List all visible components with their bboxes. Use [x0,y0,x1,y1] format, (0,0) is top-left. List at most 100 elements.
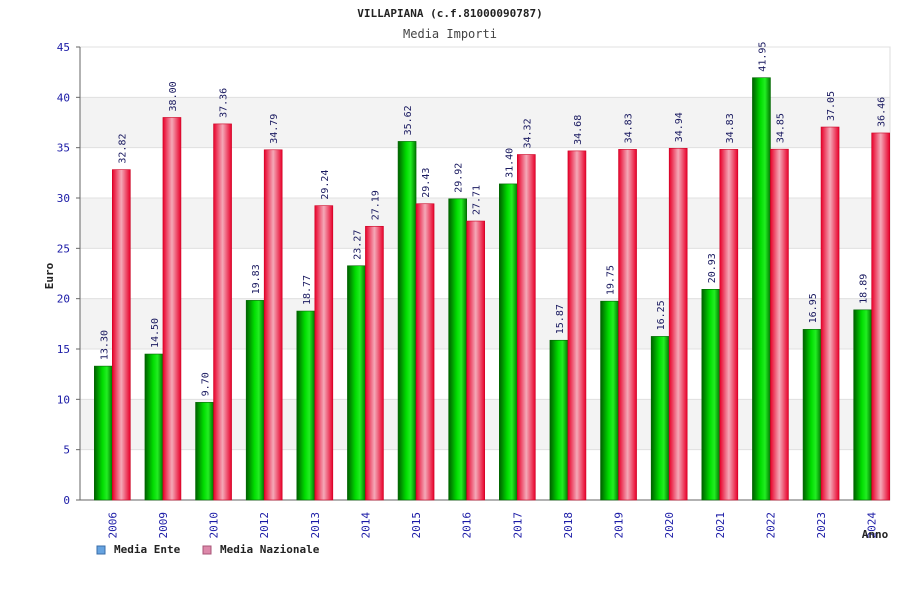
data-label: 27.19 [370,190,381,220]
legend-swatch-ente [96,545,106,555]
data-label: 29.43 [421,168,432,198]
y-tick-label: 15 [57,343,70,356]
x-tick-label: 2013 [309,512,322,539]
chart-subtitle: Media Importi [403,27,497,41]
data-label: 31.40 [504,148,515,178]
bar-media-ente [245,300,265,501]
bar-media-ente [94,365,113,501]
x-tick-label: 2024 [866,512,879,539]
bar-media-ente [802,329,822,501]
bar-media-nazionale [415,203,435,501]
y-tick-label: 20 [57,293,70,306]
bar-media-ente [853,309,872,501]
data-label: 34.83 [624,113,635,143]
y-axis-label: Euro [43,262,56,289]
y-tick-label: 5 [63,444,70,457]
x-tick-label: 2016 [461,512,474,539]
bar-media-ente [144,353,164,501]
bar-media-ente [650,336,670,501]
data-label: 16.25 [656,300,667,330]
bar-media-nazionale [466,220,485,501]
x-tick-label: 2017 [511,512,524,539]
x-tick-label: 2010 [208,512,221,539]
data-label: 34.85 [775,113,786,143]
x-tick-label: 2006 [106,512,119,539]
bar-media-nazionale [365,225,384,501]
data-label: 41.95 [757,42,768,72]
data-label: 34.68 [573,115,584,145]
bar-media-ente [296,310,316,501]
bar-media-nazionale [871,132,890,501]
data-label: 29.24 [320,170,331,200]
plot-area: 0 5 10 15 20 25 30 35 40 45 13.30 32.82 2006 14.50 38.… [57,41,891,539]
legend-swatch-nazionale [202,545,212,555]
y-tick-label: 35 [57,142,70,155]
data-label: 14.50 [150,318,161,348]
y-tick-label: 25 [57,242,70,255]
bar-media-nazionale [770,148,789,501]
data-label: 18.89 [859,274,870,304]
y-tick-label: 0 [63,494,70,507]
chart-title: VILLAPIANA (c.f.81000090787) [357,7,542,20]
x-tick-label: 2015 [410,512,423,539]
data-label: 34.79 [269,114,280,144]
x-tick-label: 2020 [663,512,676,539]
data-label: 19.75 [606,265,617,295]
data-label: 34.32 [522,118,533,148]
data-label: 37.36 [219,88,230,118]
x-tick-label: 2014 [359,512,372,539]
data-label: 16.95 [808,293,819,323]
x-tick-label: 2023 [815,512,828,539]
bar-media-ente [549,339,569,501]
bar-media-nazionale [213,123,232,501]
data-label: 9.70 [201,372,212,396]
x-tick-label: 2022 [764,512,777,539]
x-tick-label: 2012 [258,512,271,539]
bar-media-ente [752,77,771,501]
bar-media-ente [600,300,619,501]
x-tick-label: 2021 [714,512,727,539]
bar-media-nazionale [820,126,840,501]
legend: Media Ente Media Nazionale [96,543,320,556]
bar-media-nazionale [668,147,688,501]
y-tick-label: 45 [57,41,70,54]
data-label: 34.83 [725,113,736,143]
data-label: 19.83 [251,264,262,294]
data-label: 37.05 [826,91,837,121]
data-label: 18.77 [302,275,313,305]
data-label: 32.82 [117,134,128,164]
bar-media-nazionale [112,169,131,501]
legend-label-nazionale: Media Nazionale [220,543,320,556]
x-axis-label: Anno [862,528,889,541]
data-label: 13.30 [99,330,110,360]
data-label: 27.71 [472,185,483,215]
y-tick-label: 30 [57,192,70,205]
x-tick-label: 2009 [157,512,170,539]
data-label: 15.87 [555,304,566,334]
bar-media-nazionale [517,154,536,501]
bar-media-ente [347,265,366,501]
x-tick-label: 2019 [613,512,626,539]
data-label: 34.94 [674,112,685,142]
bar-media-ente [448,198,467,501]
y-tick-label: 10 [57,393,70,406]
data-label: 36.46 [877,97,888,127]
bar-media-nazionale [263,149,283,501]
bar-media-ente [701,289,721,501]
bar-media-nazionale [162,117,182,501]
data-label: 29.92 [454,163,465,193]
bar-media-nazionale [719,149,739,501]
bar-media-ente [499,183,518,501]
legend-label-ente: Media Ente [114,543,181,556]
bar-media-nazionale [314,205,334,501]
y-tick-label: 40 [57,91,70,104]
data-label: 38.00 [168,81,179,111]
bar-media-nazionale [618,149,637,501]
x-tick-label: 2018 [562,512,575,539]
bar-media-ente [195,402,214,501]
data-label: 23.27 [352,230,363,260]
bar-media-nazionale [567,150,587,501]
data-label: 20.93 [707,253,718,283]
bar-media-ente [397,141,417,501]
